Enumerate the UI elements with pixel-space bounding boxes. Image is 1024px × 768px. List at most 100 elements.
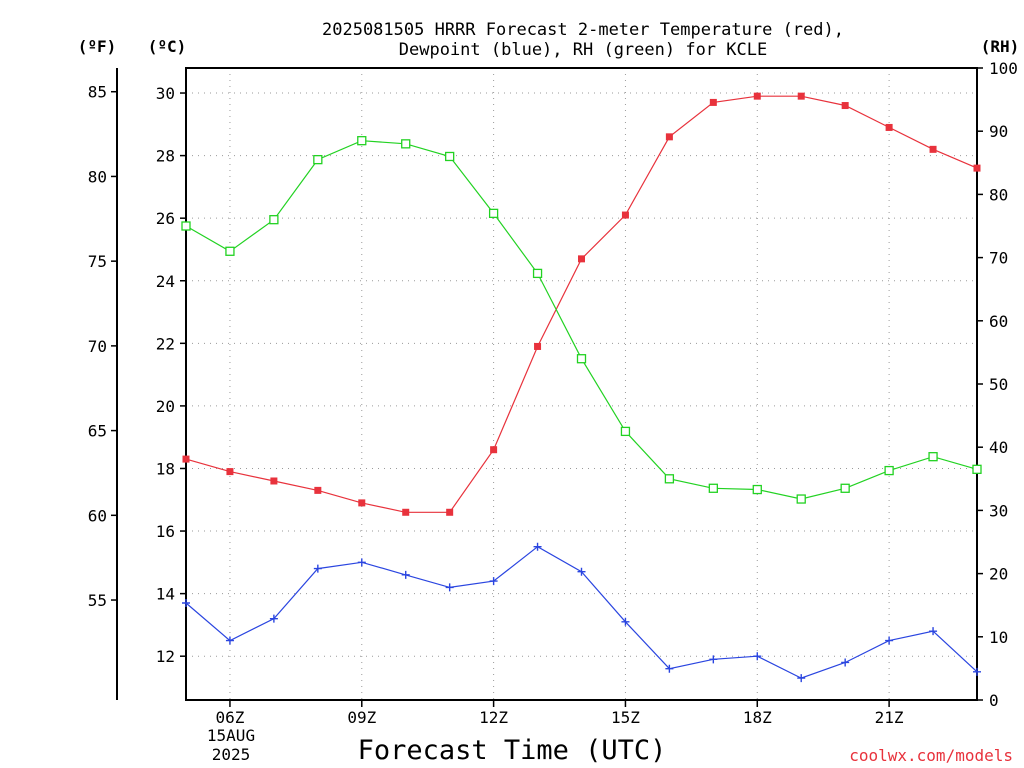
rh-tick-label: 80 (989, 185, 1008, 204)
temperature-point (929, 145, 937, 153)
fahrenheit-tick-label: 80 (88, 167, 107, 186)
dewpoint-point (841, 658, 850, 667)
x-axis-title: Forecast Time (UTC) (358, 735, 667, 766)
dewpoint-point (313, 564, 322, 573)
temperature-point (490, 446, 498, 454)
celsius-tick-label: 12 (156, 647, 175, 666)
celsius-tick-label: 22 (156, 334, 175, 353)
temperature-point (621, 211, 629, 219)
rh-point (357, 136, 367, 146)
chart-title-line-1: 2025081505 HRRR Forecast 2-meter Tempera… (322, 20, 844, 40)
rh-point (796, 494, 806, 504)
rh-tick-label: 10 (989, 628, 1008, 647)
dewpoint-point (269, 614, 278, 623)
rh-point (972, 464, 982, 474)
celsius-tick-label: 16 (156, 522, 175, 541)
credit-text: coolwx.com/models (849, 746, 1013, 765)
rh-tick-label: 90 (989, 122, 1008, 141)
dewpoint-point (885, 636, 894, 645)
date-label-year: 2025 (212, 745, 251, 764)
axes (111, 67, 983, 707)
rh-tick-label: 30 (989, 501, 1008, 520)
rh-point (708, 483, 718, 493)
grid-lines (186, 68, 977, 700)
rh-line (185, 140, 978, 500)
dewpoint-point (753, 652, 762, 661)
celsius-tick-label: 26 (156, 209, 175, 228)
temperature-point (973, 164, 981, 172)
rh-tick-label: 0 (989, 691, 999, 710)
rh-point (445, 151, 455, 162)
fahrenheit-tick-label: 70 (88, 337, 107, 356)
dewpoint-point (973, 667, 981, 676)
dewpoint-point (665, 664, 674, 673)
celsius-tick-label: 20 (156, 397, 175, 416)
dewpoint-point (445, 583, 454, 592)
x-tick-label: 15Z (611, 708, 640, 727)
plot-frame (185, 67, 978, 701)
rh-tick-label: 50 (989, 375, 1008, 394)
rh-point (488, 208, 499, 219)
celsius-tick-label: 14 (156, 585, 175, 604)
dewpoint-line (185, 545, 978, 679)
rh-point (884, 465, 894, 476)
dewpoint-point (621, 617, 630, 626)
temperature-point (270, 477, 278, 485)
temperature-point (709, 98, 717, 106)
x-tick-label: 09Z (347, 708, 376, 727)
dewpoint-point (577, 567, 586, 576)
x-tick-label: 21Z (875, 708, 904, 727)
temperature-point (841, 102, 849, 110)
dewpoint-point (929, 627, 938, 636)
dewpoint-point (401, 570, 410, 579)
dewpoint-point (182, 599, 190, 608)
celsius-tick-label: 30 (156, 84, 175, 103)
rh-point (181, 221, 191, 231)
x-tick-label: 12Z (479, 708, 508, 727)
tick-labels: 12 14 16 18 20 22 24 26 28 30 55 60 65 70 75 80 85 0 10 20 3… (88, 59, 1018, 727)
temperature-point (358, 499, 366, 507)
temperature-point (534, 342, 542, 350)
rh-unit-label: (RH) (981, 37, 1020, 56)
temperature-line (185, 95, 978, 513)
rh-point (620, 426, 631, 437)
dewpoint-point (797, 674, 806, 683)
rh-point (532, 268, 543, 279)
rh-point (840, 483, 850, 493)
rh-point (576, 354, 587, 364)
chart-title-line-2: Dewpoint (blue), RH (green) for KCLE (399, 40, 767, 60)
dewpoint-point (357, 558, 366, 567)
fahrenheit-tick-label: 75 (88, 252, 107, 271)
rh-tick-label: 100 (989, 59, 1018, 78)
x-tick-label: 06Z (215, 708, 244, 727)
fahrenheit-tick-label: 60 (88, 506, 107, 525)
dewpoint-point (489, 577, 498, 586)
rh-point (752, 484, 762, 495)
rh-point (401, 139, 411, 149)
celsius-tick-label: 28 (156, 147, 175, 166)
temperature-point (182, 455, 190, 463)
temperature-point (314, 486, 322, 494)
x-tick-label: 18Z (743, 708, 772, 727)
temperature-point (578, 255, 585, 263)
temperature-point (753, 92, 761, 100)
temperature-point (665, 133, 673, 141)
rh-point (225, 246, 235, 256)
date-label-day: 15AUG (207, 726, 255, 745)
fahrenheit-tick-label: 55 (88, 591, 107, 610)
rh-tick-label: 20 (989, 565, 1008, 584)
rh-point (928, 452, 938, 462)
temperature-point (226, 468, 234, 476)
celsius-tick-label: 18 (156, 459, 175, 478)
dewpoint-point (709, 655, 718, 664)
temperature-point (797, 92, 805, 100)
dewpoint-point (225, 636, 234, 645)
temperature-point (885, 123, 893, 131)
rh-point (664, 474, 675, 484)
data-series (181, 92, 982, 683)
rh-tick-label: 70 (989, 249, 1008, 268)
temperature-point (402, 508, 410, 516)
fahrenheit-tick-label: 65 (88, 422, 107, 441)
